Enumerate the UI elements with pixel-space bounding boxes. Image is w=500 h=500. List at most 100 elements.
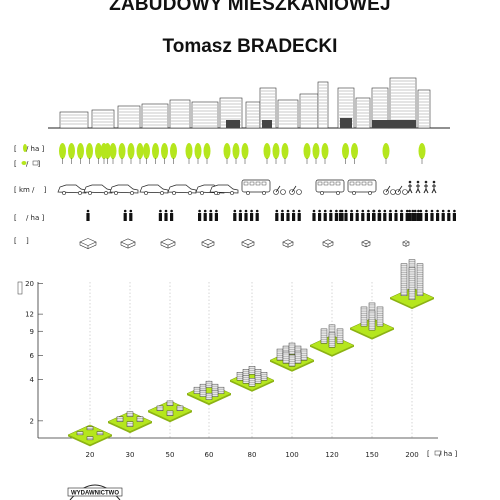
block-icon — [201, 238, 215, 246]
floors-icon — [17, 281, 23, 295]
building-block — [166, 400, 174, 406]
bus-window — [261, 181, 267, 186]
building-skyline — [48, 77, 450, 129]
bike-rider — [291, 185, 297, 193]
x-tick-label: 120 — [325, 451, 338, 459]
person-body — [275, 213, 279, 221]
y-tick-label: 12 — [25, 311, 34, 319]
person-body — [447, 213, 451, 221]
person-icon — [203, 209, 207, 213]
person-icon — [400, 209, 403, 213]
person-icon — [297, 209, 301, 213]
building-block — [176, 405, 184, 411]
logo-text: WYDAWNICTWO — [71, 491, 119, 497]
tree-icon — [170, 143, 177, 159]
block-side — [322, 242, 334, 248]
person-body — [158, 213, 162, 221]
x-tick-label: 150 — [365, 451, 378, 459]
building-block — [116, 416, 124, 422]
block-side — [120, 242, 136, 249]
building-plates — [67, 259, 442, 456]
tree-icon — [382, 143, 390, 159]
building-block — [96, 431, 104, 436]
person-body — [394, 213, 398, 221]
bus-window — [249, 181, 255, 186]
car-wheel — [104, 191, 108, 195]
tree-icon — [321, 143, 329, 159]
car-wheel — [188, 191, 192, 195]
tree-icon — [100, 143, 108, 159]
x-tick-label: 100 — [285, 451, 298, 459]
person-icon — [255, 209, 259, 213]
building-block — [300, 348, 308, 361]
bike-rider — [275, 185, 281, 193]
building-block — [136, 416, 144, 422]
building-block — [276, 348, 284, 361]
person-icon — [405, 209, 409, 213]
person-body — [214, 213, 218, 221]
person-icon — [447, 209, 451, 213]
person-icon — [411, 209, 415, 213]
person-icon — [425, 209, 428, 213]
person-body — [366, 213, 370, 221]
person-icon — [129, 209, 133, 213]
person-icon — [170, 209, 173, 213]
car-wheel — [130, 191, 134, 195]
people-per-ha-label: [ / ha ] — [14, 214, 44, 222]
bus-window — [255, 181, 261, 186]
block-icon — [402, 240, 410, 244]
person-body — [123, 213, 127, 221]
building-block — [236, 372, 244, 381]
publisher-logo: WYDAWNICTWO — [67, 484, 123, 500]
bike-icon — [273, 189, 279, 195]
person-body — [233, 213, 237, 221]
trees-row — [21, 143, 426, 166]
bus-window — [317, 181, 323, 186]
y-ticks: 2 4 6 9 12 20 — [17, 280, 43, 425]
person-body — [86, 213, 90, 221]
block-icon — [120, 238, 136, 246]
building-block — [86, 436, 94, 441]
person-icon — [318, 209, 321, 213]
trees-per-ha-label: [ / ha ] — [14, 145, 44, 153]
person-icon — [417, 209, 420, 213]
person-body — [405, 213, 409, 221]
area-icon — [32, 160, 39, 166]
tree-icon — [272, 143, 280, 159]
tree-icon — [194, 143, 202, 159]
building-block — [166, 410, 174, 416]
car-wheel — [230, 191, 234, 195]
person-icon — [344, 209, 348, 213]
block-icon — [241, 238, 255, 246]
tree-icon — [68, 143, 75, 159]
person-icon — [335, 209, 338, 213]
person-icon — [441, 209, 445, 213]
tree-icon — [312, 143, 320, 159]
bus-icon — [241, 179, 271, 193]
bike-rider — [397, 185, 403, 193]
tree-icon — [118, 143, 126, 159]
person-body — [400, 213, 404, 221]
page-title: ZABUDOWY MIESZKANIOWEJ — [109, 0, 391, 15]
building-block — [254, 375, 262, 384]
person-body — [436, 213, 440, 221]
block-side — [282, 242, 294, 248]
person-icon — [436, 209, 439, 213]
person-icon — [292, 209, 295, 213]
tree-icon — [303, 143, 311, 159]
x-tick-label: 30 — [126, 451, 135, 459]
building-block — [368, 310, 376, 331]
person-icon — [312, 209, 316, 213]
person-body — [238, 213, 242, 221]
skyline-building — [59, 111, 89, 129]
building-block — [156, 405, 164, 411]
car-wheel — [144, 191, 148, 195]
bike-wheel — [402, 189, 408, 195]
person-icon — [159, 209, 162, 213]
bike-icon — [395, 189, 401, 195]
skyline-base — [340, 118, 352, 128]
bus-wheel — [246, 191, 250, 195]
bus-window — [361, 181, 367, 186]
x-tick-label: 80 — [248, 451, 257, 459]
person-body — [411, 213, 415, 221]
